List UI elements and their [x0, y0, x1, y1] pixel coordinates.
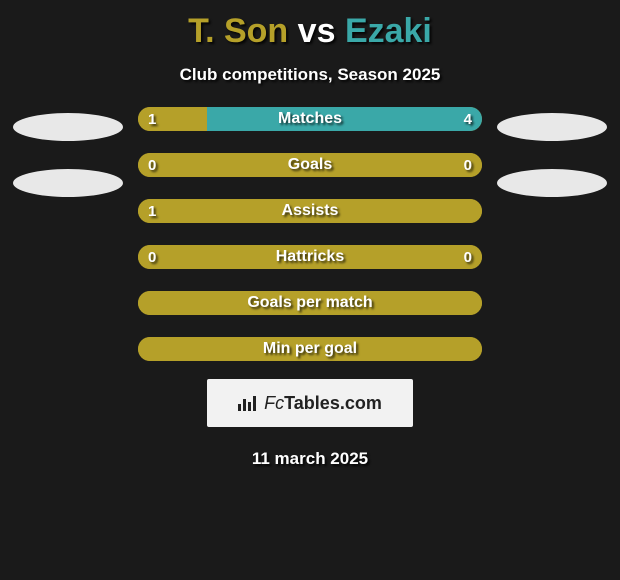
- bar-value-left: 1: [148, 107, 156, 131]
- subtitle: Club competitions, Season 2025: [0, 65, 620, 85]
- stat-bar: Goals0 0: [138, 153, 482, 177]
- player1-name: T. Son: [188, 12, 288, 50]
- bar-label: Min per goal: [138, 337, 482, 361]
- bar-value-right: 0: [464, 153, 472, 177]
- stat-bar: Min per goal: [138, 337, 482, 361]
- avatar-placeholder: [497, 113, 607, 141]
- bar-value-left: 1: [148, 199, 156, 223]
- avatar-placeholder: [13, 169, 123, 197]
- vs-text: vs: [298, 12, 336, 50]
- bar-label: Assists: [138, 199, 482, 223]
- comparison-body: Matches14Goals00Assists1Hattricks00Goals…: [0, 107, 620, 361]
- date-text: 11 march 2025: [0, 449, 620, 469]
- bar-label: Goals per match: [138, 291, 482, 315]
- bar-label: Hattricks: [138, 245, 482, 269]
- player2-name: Ezaki: [345, 12, 432, 50]
- logo-text: FcTables.com: [264, 393, 382, 414]
- stat-bar: Matches1 4: [138, 107, 482, 131]
- avatar-placeholder: [13, 113, 123, 141]
- bar-label: Matches: [138, 107, 482, 131]
- right-avatar-col: [492, 107, 612, 197]
- stat-bars: Matches14Goals00Assists1Hattricks00Goals…: [138, 107, 482, 361]
- page-title: T. Son vs Ezaki: [0, 12, 620, 51]
- comparison-card: T. Son vs Ezaki Club competitions, Seaso…: [0, 0, 620, 469]
- site-logo: FcTables.com: [207, 379, 413, 427]
- avatar-placeholder: [497, 169, 607, 197]
- bar-label: Goals: [138, 153, 482, 177]
- stat-bar: Hattricks0 0: [138, 245, 482, 269]
- left-avatar-col: [8, 107, 128, 197]
- bar-value-right: 0: [464, 245, 472, 269]
- bar-value-left: 0: [148, 153, 156, 177]
- bars-icon: [238, 396, 256, 411]
- bar-value-right: 4: [464, 107, 472, 131]
- stat-bar: Goals per match: [138, 291, 482, 315]
- bar-value-left: 0: [148, 245, 156, 269]
- stat-bar: Assists1: [138, 199, 482, 223]
